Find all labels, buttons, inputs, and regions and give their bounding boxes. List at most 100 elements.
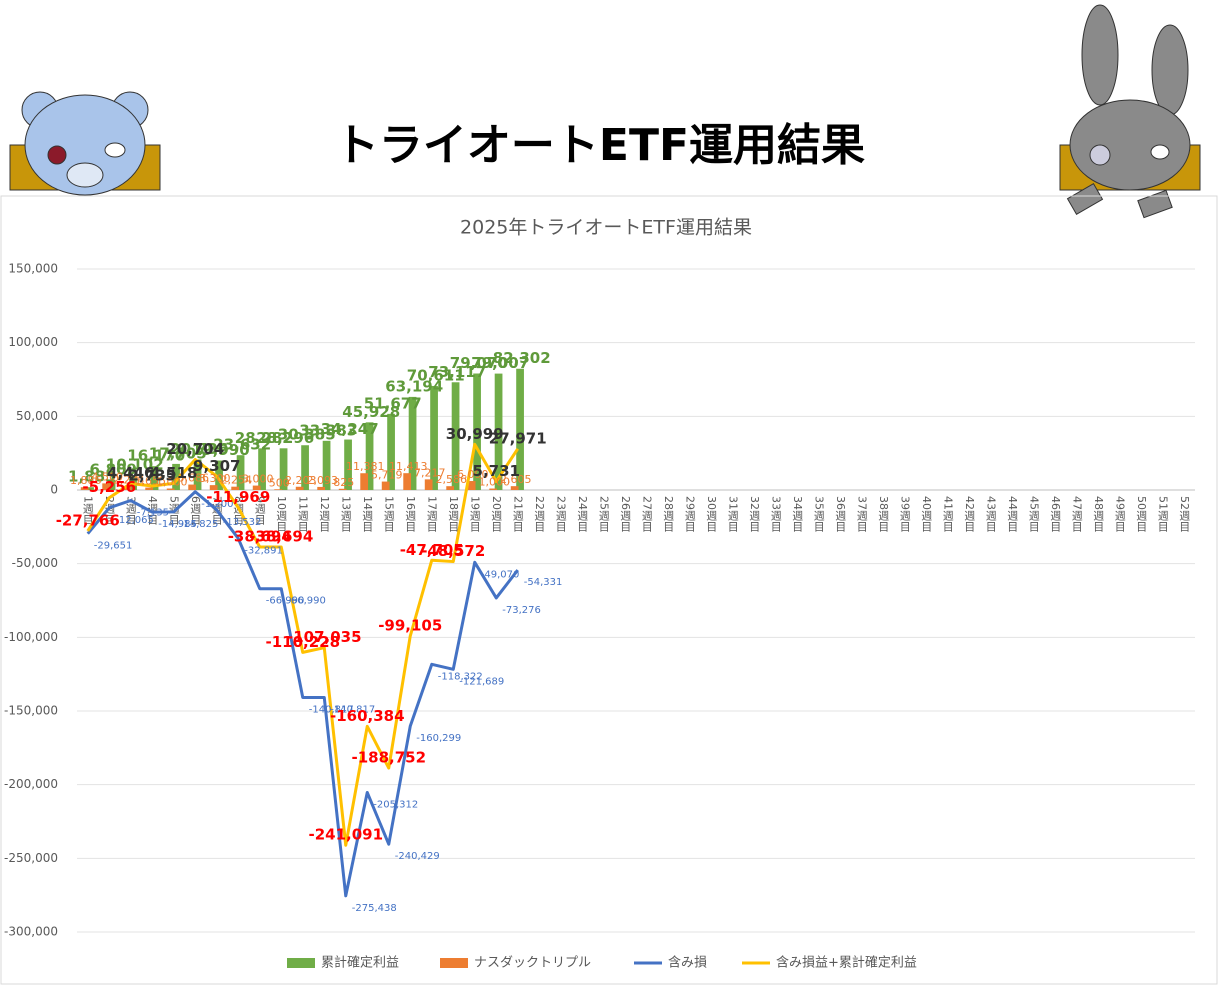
bar	[145, 487, 154, 490]
x-tick-label: 6週目	[189, 496, 202, 525]
bar-label: 3,686	[178, 472, 210, 485]
line-label: -32,891	[244, 545, 283, 556]
x-tick-label: 23週目	[554, 496, 567, 532]
x-tick-label: 50週目	[1135, 496, 1148, 532]
line-label: -66,990	[287, 596, 326, 607]
chart-frame	[0, 195, 1218, 985]
x-tick-label: 13週目	[339, 496, 352, 532]
line-label: 27,971	[489, 429, 547, 447]
bar	[301, 445, 309, 490]
bar-label: 5,719	[371, 469, 403, 482]
bar-label: 2,203	[285, 474, 317, 487]
x-tick-label: 51週目	[1156, 496, 1169, 532]
x-tick-label: 33週目	[769, 496, 782, 532]
line-label: -5,256	[82, 478, 136, 496]
x-tick-label: 26週目	[619, 496, 632, 532]
bar-label: 825	[333, 476, 354, 489]
bar-label: 82,302	[493, 349, 551, 367]
x-tick-label: 11週目	[296, 496, 309, 532]
line-label: -48,572	[421, 542, 485, 560]
line-label: 20,704	[166, 440, 224, 458]
bar	[279, 448, 288, 490]
bar-label: 1,000	[156, 476, 188, 489]
bar	[510, 486, 519, 490]
line-label: -12,065	[115, 515, 154, 526]
x-tick-label: 17週目	[425, 496, 438, 532]
rabbit-mascot	[1059, 4, 1201, 219]
x-tick-label: 16週目	[404, 496, 417, 532]
bar	[408, 396, 417, 490]
y-tick-label: 150,000	[8, 262, 58, 276]
line-label: -7,135	[137, 508, 169, 519]
bar-label: 23,632	[213, 436, 271, 454]
y-tick-label: 0	[50, 483, 58, 497]
x-tick-label: 24週目	[576, 496, 589, 532]
bar-label: 11,381	[346, 460, 385, 473]
line-series	[86, 442, 520, 847]
bar	[86, 487, 94, 490]
bar-label: 2,605	[500, 473, 532, 486]
bar	[215, 460, 223, 490]
y-tick-label: -150,000	[4, 704, 58, 718]
bar	[274, 489, 283, 490]
bar-label: 34,247	[321, 420, 379, 438]
bar-label: 2,254	[221, 474, 253, 487]
bar	[473, 373, 481, 490]
bar	[172, 463, 180, 490]
line-label: -47,705	[400, 541, 464, 559]
line-label: -38,694	[249, 528, 313, 546]
line-label: 30,999	[446, 425, 504, 443]
line-label: -188,752	[351, 749, 426, 767]
line-label: -110,228	[265, 633, 340, 651]
legend-swatch	[287, 958, 315, 968]
y-tick-label: -100,000	[4, 630, 58, 644]
x-tick-label: 25週目	[597, 496, 610, 532]
line-label: -140,817	[309, 704, 354, 715]
lines	[86, 442, 520, 898]
bar-label: 73,117	[428, 363, 486, 381]
bar	[258, 448, 266, 490]
bar-label: 28,282	[235, 429, 293, 447]
line-label: -160,299	[416, 733, 461, 744]
y-tick-label: 100,000	[8, 335, 58, 349]
bar	[166, 488, 175, 490]
bar-label: 6,090	[457, 468, 489, 481]
page-title: トライオートETF運用結果	[335, 120, 865, 171]
line-label: -240,429	[395, 851, 440, 862]
line-label: -140,817	[330, 704, 375, 715]
legend-label: 含み損	[668, 955, 707, 971]
bar-label: 33,383	[299, 421, 357, 439]
bar	[365, 422, 374, 490]
line-label: -66,990	[266, 596, 305, 607]
line-label: 9,307	[193, 457, 240, 475]
x-tick-label: 31週目	[726, 496, 739, 532]
bar-label: 1,655	[135, 475, 167, 488]
bar	[107, 479, 116, 490]
x-tick-label: 14週目	[361, 496, 374, 532]
bar	[322, 440, 331, 490]
bar-label: 20,736	[170, 440, 228, 458]
bar-label: 2,093	[307, 474, 339, 487]
x-tick-label: 48週目	[1092, 496, 1105, 532]
bar	[446, 486, 455, 490]
y-tick-label: -250,000	[4, 851, 58, 865]
y-tick-label: 50,000	[16, 409, 58, 423]
x-tick-label: 27週目	[640, 496, 653, 532]
bar-label: 17,705	[149, 444, 207, 462]
x-tick-label: 1週目	[81, 496, 94, 525]
x-tick-label: 18週目	[447, 496, 460, 532]
line-series	[86, 490, 519, 898]
x-tick-label: 32週目	[748, 496, 761, 532]
legend-label: ナスダックトリプル	[474, 956, 591, 971]
line-label: -107,035	[287, 628, 362, 646]
bar	[489, 488, 498, 490]
bar	[360, 473, 369, 490]
bar	[381, 481, 390, 490]
chart-title: 2025年トライオートETF運用結果	[460, 217, 752, 239]
line-label: -27,766	[56, 511, 120, 529]
x-tick-label: 45週目	[1027, 496, 1040, 532]
x-tick-label: 46週目	[1049, 496, 1062, 532]
bar	[338, 488, 347, 490]
line-label: -38,694	[228, 528, 292, 546]
